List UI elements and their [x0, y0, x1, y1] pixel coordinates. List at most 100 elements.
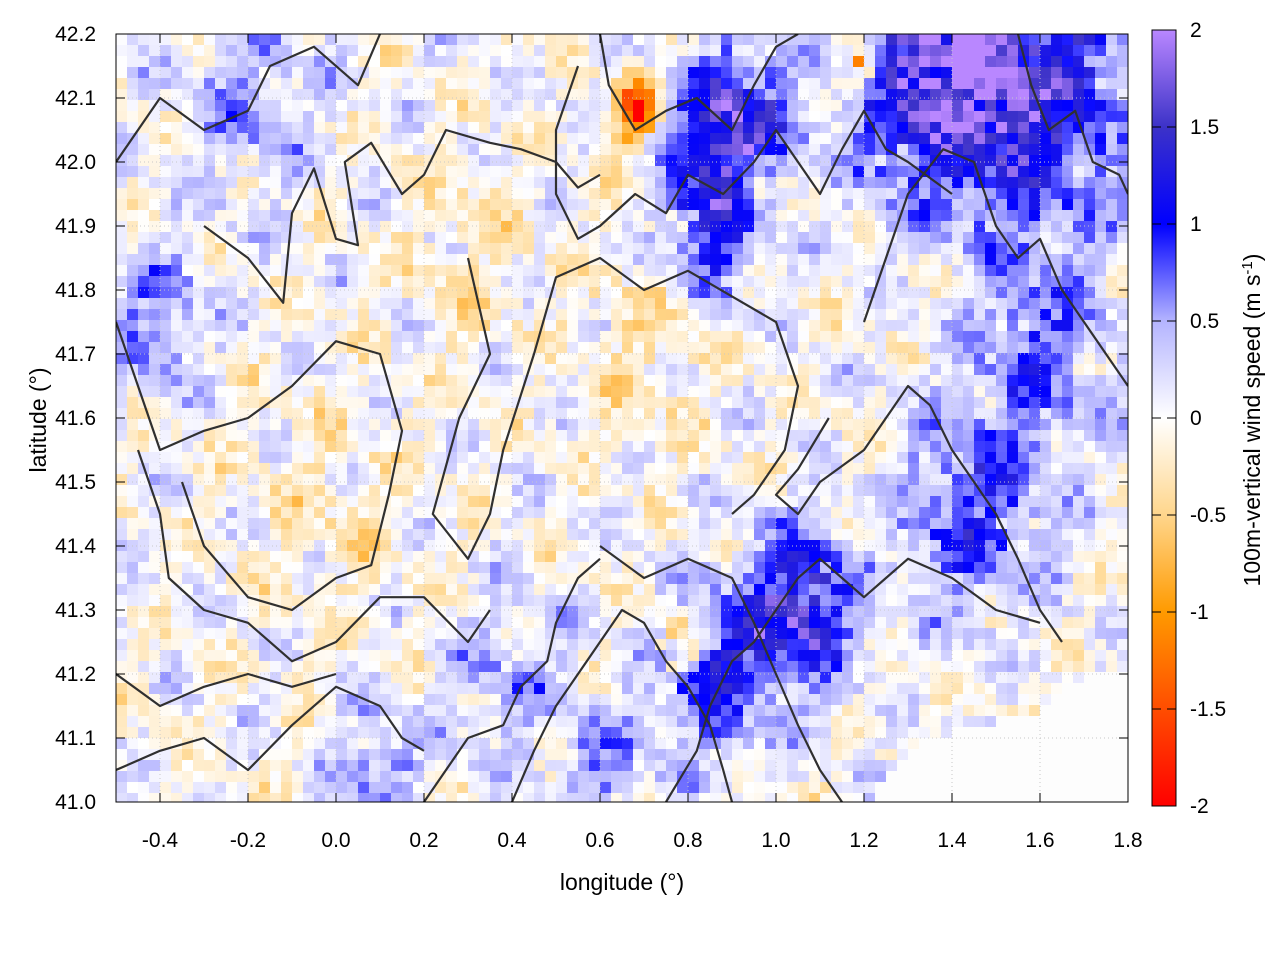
- heat-cell: [490, 155, 501, 166]
- heat-cell: [391, 518, 402, 529]
- heat-cell: [347, 452, 358, 463]
- heat-cell: [303, 419, 314, 430]
- heat-cell: [886, 45, 897, 56]
- heat-cell: [314, 34, 325, 45]
- heat-cell: [611, 122, 622, 133]
- heat-cell: [996, 485, 1007, 496]
- heat-cell: [776, 474, 787, 485]
- heat-cell: [1040, 309, 1051, 320]
- heat-cell: [809, 221, 820, 232]
- heat-cell: [567, 562, 578, 573]
- heat-cell: [908, 595, 919, 606]
- heat-cell: [1095, 265, 1106, 276]
- heat-cell: [798, 529, 809, 540]
- heat-cell: [798, 507, 809, 518]
- heat-cell: [457, 353, 468, 364]
- heat-cell: [292, 595, 303, 606]
- heat-cell: [776, 232, 787, 243]
- heat-cell: [875, 342, 886, 353]
- heat-cell: [677, 408, 688, 419]
- heat-cell: [193, 133, 204, 144]
- heat-cell: [1007, 144, 1018, 155]
- heat-cell: [820, 529, 831, 540]
- heat-cell: [259, 287, 270, 298]
- heat-cell: [974, 518, 985, 529]
- heat-cell: [138, 166, 149, 177]
- heat-cell: [1018, 463, 1029, 474]
- heat-cell: [226, 562, 237, 573]
- heat-cell: [765, 529, 776, 540]
- heat-cell: [556, 617, 567, 628]
- heat-cell: [699, 595, 710, 606]
- heat-cell: [644, 353, 655, 364]
- heat-cell: [1029, 562, 1040, 573]
- heat-cell: [1007, 89, 1018, 100]
- heat-cell: [1007, 320, 1018, 331]
- heat-cell: [897, 496, 908, 507]
- heat-cell: [424, 56, 435, 67]
- heat-cell: [237, 386, 248, 397]
- heat-cell: [160, 254, 171, 265]
- heat-cell: [985, 518, 996, 529]
- heat-cell: [952, 155, 963, 166]
- heat-cell: [567, 56, 578, 67]
- heat-cell: [941, 199, 952, 210]
- heat-cell: [380, 331, 391, 342]
- heat-cell: [270, 177, 281, 188]
- heat-cell: [897, 518, 908, 529]
- heat-cell: [171, 67, 182, 78]
- heat-cell: [1062, 320, 1073, 331]
- heat-cell: [171, 78, 182, 89]
- heat-cell: [831, 551, 842, 562]
- heat-cell: [754, 34, 765, 45]
- heat-cell: [358, 199, 369, 210]
- heat-cell: [567, 144, 578, 155]
- heat-cell: [336, 529, 347, 540]
- heat-cell: [787, 144, 798, 155]
- heat-cell: [809, 166, 820, 177]
- heat-cell: [1095, 595, 1106, 606]
- heat-cell: [710, 463, 721, 474]
- heat-cell: [853, 452, 864, 463]
- heat-cell: [820, 606, 831, 617]
- heat-cell: [292, 452, 303, 463]
- heat-cell: [589, 562, 600, 573]
- heat-cell: [677, 507, 688, 518]
- heat-cell: [721, 56, 732, 67]
- heat-cell: [171, 573, 182, 584]
- heat-cell: [1018, 254, 1029, 265]
- heat-cell: [809, 232, 820, 243]
- heat-cell: [281, 298, 292, 309]
- heat-cell: [193, 34, 204, 45]
- heat-cell: [523, 100, 534, 111]
- heat-cell: [435, 309, 446, 320]
- heat-cell: [259, 298, 270, 309]
- heat-cell: [1084, 243, 1095, 254]
- heat-cell: [446, 474, 457, 485]
- heat-cell: [237, 199, 248, 210]
- heat-cell: [655, 320, 666, 331]
- heat-cell: [600, 265, 611, 276]
- heat-cell: [292, 628, 303, 639]
- heat-cell: [281, 562, 292, 573]
- heat-cell: [600, 474, 611, 485]
- heat-cell: [435, 89, 446, 100]
- heat-cell: [952, 89, 963, 100]
- heat-cell: [600, 551, 611, 562]
- heat-cell: [567, 551, 578, 562]
- heat-cell: [732, 56, 743, 67]
- heat-cell: [204, 375, 215, 386]
- heat-cell: [842, 254, 853, 265]
- heat-cell: [523, 551, 534, 562]
- heat-cell: [204, 100, 215, 111]
- heat-cell: [138, 562, 149, 573]
- heat-cell: [314, 320, 325, 331]
- heat-cell: [226, 507, 237, 518]
- heat-cell: [358, 606, 369, 617]
- heat-cell: [182, 342, 193, 353]
- heat-cell: [1073, 474, 1084, 485]
- heat-cell: [820, 375, 831, 386]
- heat-cell: [732, 595, 743, 606]
- heat-cell: [534, 573, 545, 584]
- heat-cell: [512, 441, 523, 452]
